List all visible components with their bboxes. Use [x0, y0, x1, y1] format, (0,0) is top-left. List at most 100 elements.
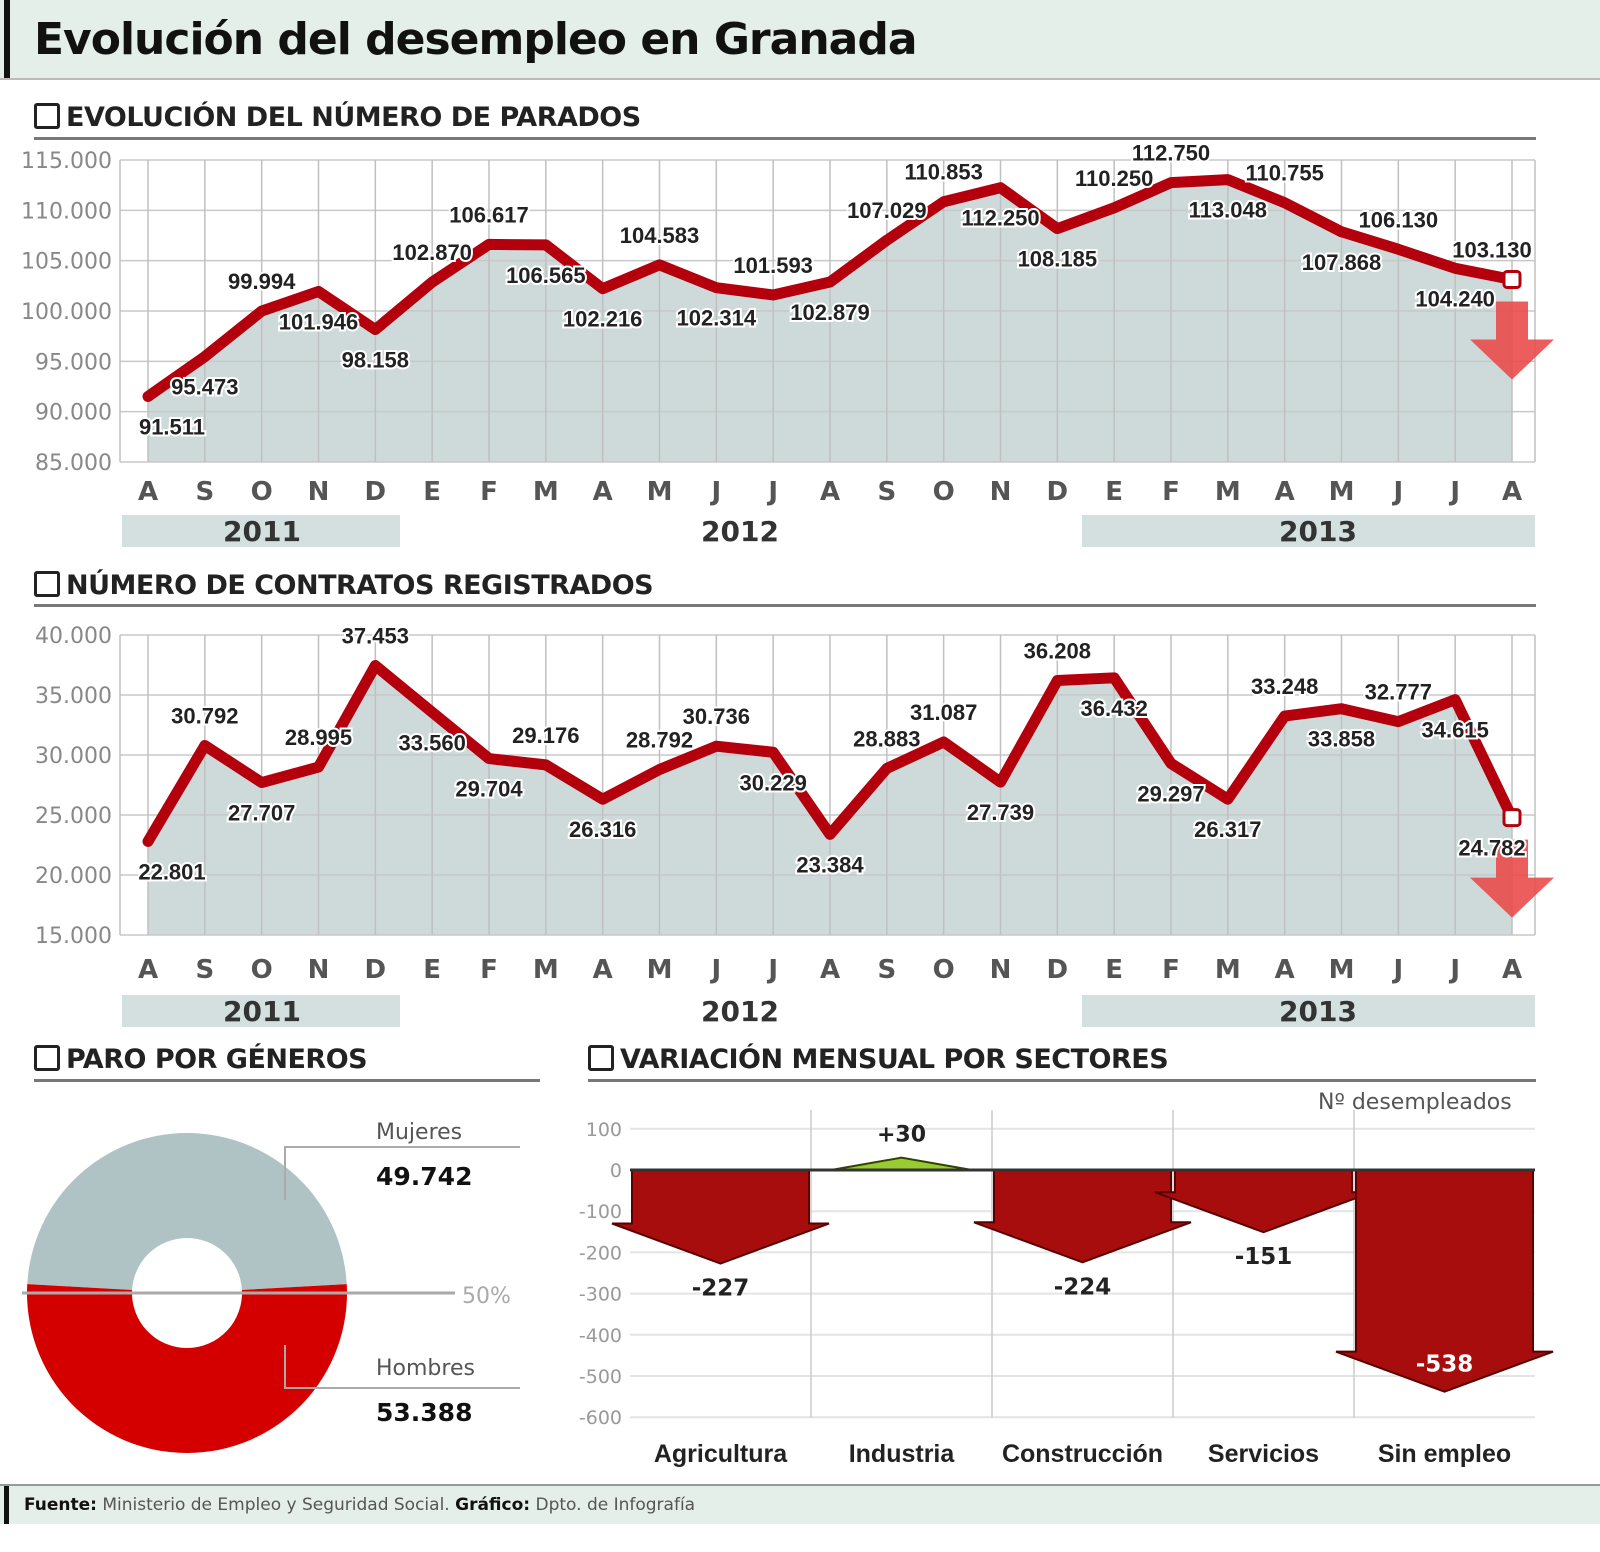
leader-line-men [284, 1345, 520, 1389]
y-tick-label: -100 [579, 1201, 622, 1223]
year-band [1082, 995, 1535, 1027]
bar-arrow [973, 1169, 1192, 1264]
x-tick-label: O [251, 477, 273, 507]
data-label: 28.883 [853, 726, 920, 751]
data-label: 22.801 [138, 859, 205, 884]
data-label: 95.473 [171, 375, 238, 400]
y-tick-label: 20.000 [35, 864, 112, 889]
x-tick-label: O [251, 955, 273, 985]
x-tick-label: N [308, 477, 330, 507]
y-tick-label: 115.000 [21, 149, 112, 174]
x-tick-label: E [423, 477, 441, 507]
end-point-marker [1502, 269, 1522, 289]
source-label: Fuente: [24, 1495, 97, 1515]
data-label: 102.879 [790, 300, 870, 325]
y-tick-label: 0 [610, 1160, 622, 1182]
year-label: 2011 [223, 515, 301, 548]
y-tick-label: 85.000 [35, 451, 112, 476]
data-label: 108.185 [1018, 247, 1098, 272]
x-tick-label: A [138, 477, 158, 507]
section-rule [34, 1079, 540, 1082]
section-rule [34, 137, 1536, 140]
data-label: 26.316 [569, 817, 636, 842]
x-tick-label: N [308, 955, 330, 985]
x-tick-label: D [1047, 477, 1069, 507]
y-tick-label: 25.000 [35, 804, 112, 829]
x-tick-label: Sin empleo [1378, 1440, 1511, 1468]
x-tick-label: M [1329, 477, 1355, 507]
x-tick-label: M [533, 955, 559, 985]
data-label: 27.707 [228, 801, 295, 826]
data-label: -538 [1416, 1352, 1474, 1378]
year-label: 2011 [223, 995, 301, 1028]
down-arrow-icon [1470, 839, 1554, 918]
data-label: 28.995 [285, 725, 352, 750]
data-label: 33.560 [399, 730, 466, 755]
data-label: 23.384 [796, 852, 864, 877]
end-point-marker [1502, 808, 1522, 828]
x-tick-label: S [195, 477, 214, 507]
x-tick-label: D [365, 477, 387, 507]
x-tick-label: M [1329, 955, 1355, 985]
data-label: 112.250 [961, 206, 1039, 231]
data-label: +30 [877, 1123, 926, 1148]
data-label: 113.048 [1189, 198, 1267, 223]
x-tick-label: O [933, 477, 955, 507]
section-heading-generos: PARO POR GÉNEROS [34, 1044, 368, 1075]
data-label: 110.853 [905, 160, 983, 185]
pie-slice-men [27, 1284, 347, 1453]
data-label: 24.782 [1458, 836, 1525, 861]
footer: Fuente: Ministerio de Empleo y Seguridad… [0, 1484, 1600, 1524]
y-tick-label: 95.000 [35, 350, 112, 375]
x-tick-label: J [1448, 955, 1460, 985]
section-title: PARO POR GÉNEROS [66, 1044, 368, 1075]
series-line [142, 174, 1518, 402]
legend-men-label: Hombres [376, 1356, 475, 1381]
x-tick-label: A [1502, 477, 1522, 507]
y-tick-label: 105.000 [21, 250, 112, 275]
x-tick-label: M [647, 477, 673, 507]
title-accent-bar [4, 0, 10, 78]
data-label: 104.583 [620, 223, 700, 248]
x-tick-label: J [766, 955, 778, 985]
data-label: 106.130 [1359, 207, 1439, 232]
bar-arrow [611, 1169, 830, 1265]
year-label: 2012 [701, 515, 779, 548]
section-heading-contratos: NÚMERO DE CONTRATOS REGISTRADOS [34, 570, 654, 601]
x-tick-label: N [990, 955, 1012, 985]
data-label: 36.432 [1081, 696, 1148, 721]
graphic-text: Dpto. de Infografía [535, 1495, 696, 1515]
data-label: 107.868 [1302, 250, 1382, 275]
y-tick-label: -600 [579, 1407, 622, 1429]
pie-slice-women [27, 1133, 347, 1290]
x-tick-label: D [1047, 955, 1069, 985]
bar-arrow [830, 1156, 973, 1171]
data-label: 106.565 [506, 263, 586, 288]
x-tick-label: A [593, 477, 613, 507]
section-rule [34, 604, 1536, 607]
bar-arrow [1154, 1169, 1373, 1234]
bar-chart-ylabel: Nº desempleados [1318, 1090, 1512, 1115]
data-label: 30.229 [740, 770, 807, 795]
footer-credits: Fuente: Ministerio de Empleo y Seguridad… [24, 1495, 695, 1515]
checkbox-square-icon [34, 1045, 60, 1071]
x-tick-label: J [1448, 477, 1460, 507]
data-label: 91.511 [139, 414, 205, 439]
x-tick-label: Agricultura [654, 1440, 788, 1468]
y-tick-label: -400 [579, 1325, 622, 1347]
year-label: 2012 [701, 995, 779, 1028]
x-tick-label: Construcción [1002, 1440, 1163, 1468]
data-label: 26.317 [1194, 817, 1261, 842]
section-rule [588, 1079, 1536, 1082]
y-tick-label: 15.000 [35, 924, 112, 949]
x-tick-label: M [1215, 477, 1241, 507]
data-label: 110.250 [1075, 166, 1153, 191]
x-tick-label: O [933, 955, 955, 985]
y-tick-label: -500 [579, 1366, 622, 1388]
data-label: 104.240 [1415, 286, 1495, 311]
y-tick-label: 100.000 [21, 300, 112, 325]
x-tick-label: M [1215, 955, 1241, 985]
legend-women-label: Mujeres [376, 1120, 463, 1145]
x-tick-label: E [423, 955, 441, 985]
x-tick-label: A [1502, 955, 1522, 985]
